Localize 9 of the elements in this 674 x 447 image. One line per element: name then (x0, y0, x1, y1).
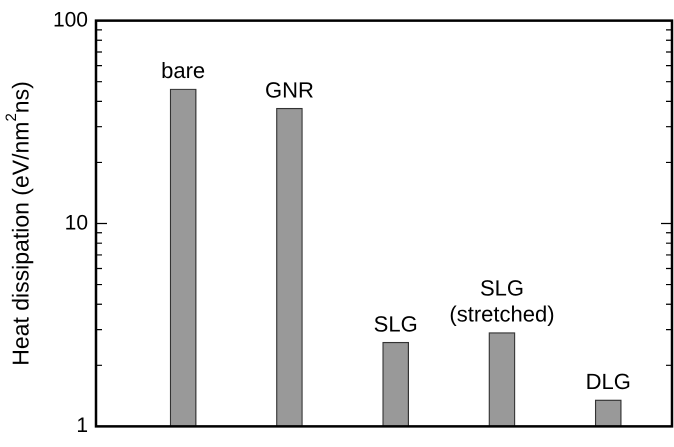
x-tick-label: DLG (586, 369, 631, 394)
y-tick-label: 100 (52, 8, 88, 32)
x-tick-label: SLG (374, 311, 418, 336)
x-tick-label: bare (161, 58, 206, 84)
x-tick-label: SLG (stretched) (449, 276, 555, 327)
x-tick-label: GNR (264, 77, 314, 102)
y-tick-label: 1 (76, 414, 88, 438)
y-axis-title: Heat dissipation (eV/nm2ns) (3, 81, 34, 366)
y-tick-label: 10 (64, 211, 88, 234)
